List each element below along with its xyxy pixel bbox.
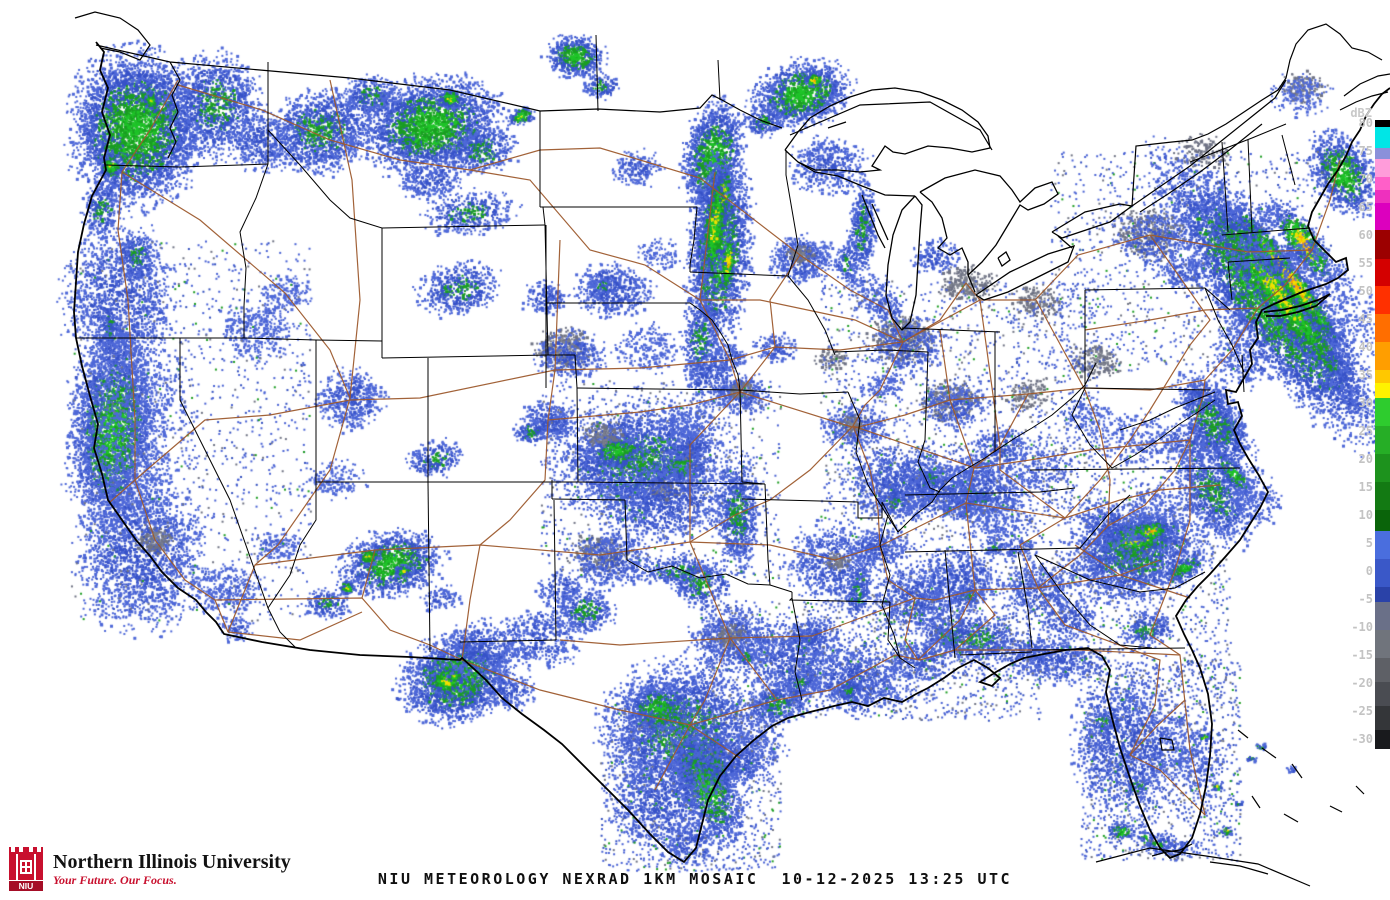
colorbar-segment bbox=[1375, 454, 1390, 482]
colorbar-segment bbox=[1375, 602, 1390, 630]
canada-mexico-borders bbox=[74, 11, 1390, 213]
colorbar-tick-label: 55 bbox=[1358, 256, 1373, 270]
colorbar-tick-label: 20 bbox=[1358, 452, 1373, 466]
state-borders bbox=[76, 34, 1311, 701]
colorbar-segment bbox=[1375, 630, 1390, 658]
colorbar-segment bbox=[1375, 259, 1390, 286]
caption-gap bbox=[758, 870, 781, 888]
niu-castle-icon: NIU bbox=[9, 847, 43, 891]
colorbar-tick-label: 60 bbox=[1358, 228, 1373, 242]
colorbar-tick-label: 0 bbox=[1365, 564, 1373, 578]
logo-text: Northern Illinois University Your Future… bbox=[53, 851, 291, 887]
colorbar-tick-label: -15 bbox=[1351, 648, 1373, 662]
colorbar-segment bbox=[1375, 730, 1390, 749]
colorbar-tick-label: -30 bbox=[1351, 732, 1373, 746]
colorbar-segment bbox=[1375, 749, 1390, 757]
colorbar-segment bbox=[1375, 658, 1390, 682]
colorbar-segment bbox=[1375, 286, 1390, 314]
reflectivity-colorbar bbox=[1375, 120, 1390, 757]
colorbar-segment bbox=[1375, 177, 1390, 190]
colorbar-segment bbox=[1375, 559, 1390, 587]
colorbar-tick-label: 15 bbox=[1358, 480, 1373, 494]
map-caption: NIU METEOROLOGY NEXRAD 1KM MOSAIC 10-12-… bbox=[0, 870, 1390, 888]
colorbar-segment bbox=[1375, 127, 1390, 148]
colorbar-unit-label: dBZ bbox=[1350, 106, 1372, 120]
colorbar-tick-label: 5 bbox=[1365, 536, 1373, 550]
colorbar-segment bbox=[1375, 190, 1390, 203]
colorbar-tick-label: -10 bbox=[1351, 620, 1373, 634]
colorbar-tick-label: 80 bbox=[1358, 116, 1373, 130]
colorbar-tick-label: 30 bbox=[1358, 396, 1373, 410]
colorbar-segment bbox=[1375, 370, 1390, 383]
colorbar-segment bbox=[1375, 398, 1390, 426]
colorbar-tick-label: -5 bbox=[1358, 592, 1373, 606]
colorbar-segment bbox=[1375, 426, 1390, 454]
institution-name: Northern Illinois University bbox=[53, 851, 291, 873]
colorbar-tick-label: 75 bbox=[1358, 144, 1373, 158]
colorbar-segment bbox=[1375, 482, 1390, 510]
colorbar-segment bbox=[1375, 203, 1390, 230]
colorbar-tick-label: 70 bbox=[1358, 172, 1373, 186]
niu-acronym: NIU bbox=[19, 881, 34, 891]
caption-timestamp: 10-12-2025 13:25 UTC bbox=[781, 870, 1013, 888]
colorbar-segment bbox=[1375, 148, 1390, 159]
colorbar-tick-label: -25 bbox=[1351, 704, 1373, 718]
colorbar-segment bbox=[1375, 383, 1390, 398]
colorbar-tick-label: 65 bbox=[1358, 200, 1373, 214]
great-lakes bbox=[784, 87, 1134, 331]
colorbar-segment bbox=[1375, 342, 1390, 370]
colorbar-tick-label: 45 bbox=[1358, 312, 1373, 326]
colorbar-segment bbox=[1375, 510, 1390, 531]
colorbar-segment bbox=[1375, 706, 1390, 730]
institution-tagline: Your Future. Our Focus. bbox=[53, 873, 177, 887]
cuba-bahamas-coastlines bbox=[1095, 729, 1365, 887]
caption-title: NIU METEOROLOGY NEXRAD 1KM MOSAIC bbox=[377, 870, 759, 888]
colorbar-tick-label: 10 bbox=[1358, 508, 1373, 522]
colorbar-tick-label: 40 bbox=[1358, 340, 1373, 354]
coastline bbox=[73, 41, 1390, 864]
highways bbox=[109, 79, 1341, 816]
colorbar-tick-label: 35 bbox=[1358, 368, 1373, 382]
colorbar-segment bbox=[1375, 159, 1390, 177]
colorbar-segment bbox=[1375, 230, 1390, 259]
colorbar-tick-label: 50 bbox=[1358, 284, 1373, 298]
colorbar-segment bbox=[1375, 531, 1390, 559]
colorbar-segment bbox=[1375, 120, 1390, 127]
niu-logo: NIU Northern Illinois University Your Fu… bbox=[8, 846, 291, 892]
colorbar-segment bbox=[1375, 682, 1390, 706]
colorbar-segment bbox=[1375, 587, 1390, 602]
colorbar-segment bbox=[1375, 314, 1390, 342]
colorbar-tick-label: 25 bbox=[1358, 424, 1373, 438]
colorbar-tick-label: -20 bbox=[1351, 676, 1373, 690]
